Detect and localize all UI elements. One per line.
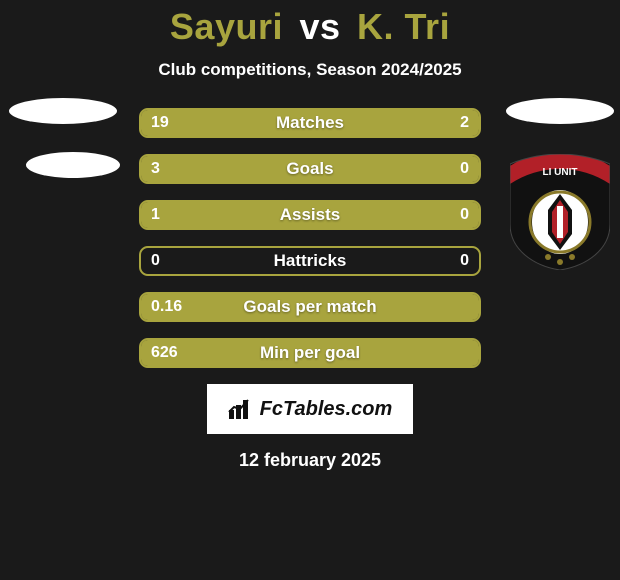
stat-row: Assists1 0 [139, 200, 481, 230]
stat-value-right: 2 [460, 114, 469, 132]
avatar-placeholder-ellipse [26, 152, 120, 178]
comparison-arena: LI UNIT Matches192Goals30Assists10Hattri… [0, 108, 620, 368]
stat-bars: Matches192Goals30Assists10Hattricks00Goa… [139, 108, 481, 368]
stat-label: Matches [139, 113, 481, 133]
stat-row: Min per goal626 [139, 338, 481, 368]
stat-value-left: 19 [151, 114, 169, 132]
stat-value-left: 626 [151, 344, 178, 362]
stat-value-right: 0 [460, 160, 469, 178]
stat-label: Assists [139, 205, 481, 225]
crest-icon: LI UNIT [510, 154, 610, 270]
stat-row: Matches19 2 [139, 108, 481, 138]
vs-text: vs [299, 6, 340, 47]
stat-value-left: 1 [151, 206, 160, 224]
player2-name: K. Tri [357, 6, 450, 47]
stat-label: Hattricks [139, 251, 481, 271]
stat-row: Goals3 0 [139, 154, 481, 184]
stat-value-right: 0 [460, 252, 469, 270]
stat-value-left: 3 [151, 160, 160, 178]
date-text: 12 february 2025 [0, 450, 620, 471]
stat-value-left: 0.16 [151, 298, 182, 316]
stat-row: Hattricks0 0 [139, 246, 481, 276]
avatar-placeholder-ellipse [506, 98, 614, 124]
crest-text: LI UNIT [543, 167, 578, 178]
player2-team-crest: LI UNIT [510, 154, 610, 270]
stat-label: Goals per match [139, 297, 481, 317]
logo-text: FcTables.com [260, 398, 393, 421]
stat-label: Goals [139, 159, 481, 179]
stat-value-right: 0 [460, 206, 469, 224]
page-title: Sayuri vs K. Tri [0, 0, 620, 48]
stat-row: Goals per match0.16 [139, 292, 481, 322]
subtitle: Club competitions, Season 2024/2025 [0, 60, 620, 80]
avatar-placeholder-ellipse [9, 98, 117, 124]
player1-name: Sayuri [170, 6, 283, 47]
source-logo: FcTables.com [207, 384, 413, 434]
player2-avatar [506, 98, 614, 124]
stat-label: Min per goal [139, 343, 481, 363]
chart-icon [228, 398, 254, 420]
stat-value-left: 0 [151, 252, 160, 270]
player1-avatar [6, 98, 120, 178]
